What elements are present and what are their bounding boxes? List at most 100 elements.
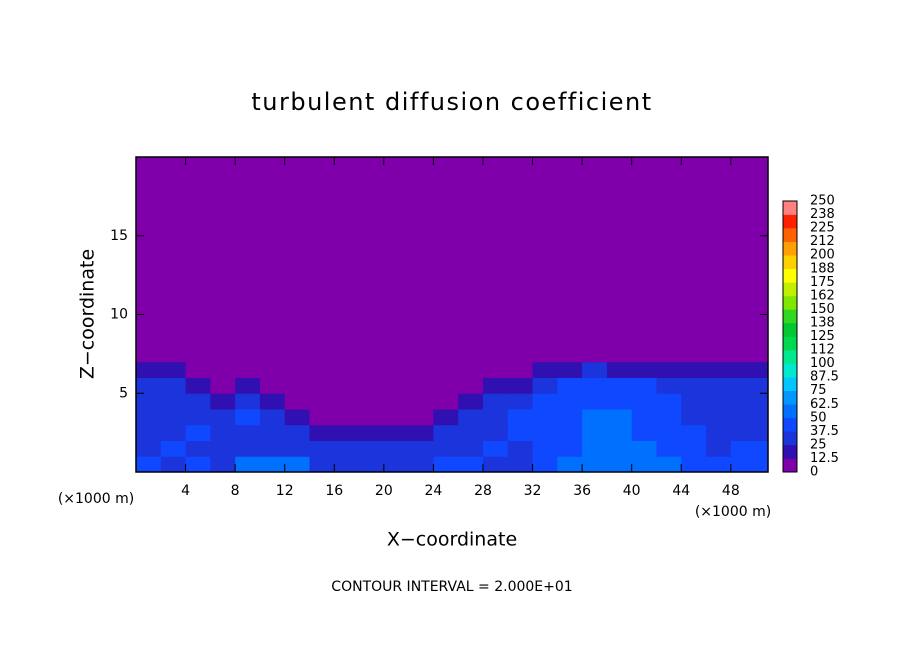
colorbar-band — [783, 350, 797, 364]
heat-cell — [681, 424, 707, 441]
x-tick-label: 32 — [524, 483, 542, 499]
heat-cell — [507, 157, 534, 347]
heat-cell — [185, 409, 211, 426]
heat-cell — [210, 440, 236, 457]
heat-cell — [136, 361, 162, 378]
heat-cell — [309, 424, 335, 441]
heat-cell — [359, 440, 385, 457]
colorbar-label: 125 — [810, 329, 835, 344]
heat-cell — [606, 409, 633, 426]
colorbar-label: 75 — [810, 383, 827, 398]
heat-cell — [160, 456, 187, 473]
heat-cell — [532, 456, 558, 473]
x-unit-label: (×1000 m) — [695, 504, 771, 520]
heat-cell — [656, 440, 682, 457]
y-axis-label: Z−coordinate — [77, 249, 99, 379]
heat-cell — [334, 440, 360, 457]
heat-cell — [259, 440, 286, 457]
heat-cell — [136, 377, 162, 394]
heat-cell — [185, 361, 211, 378]
heat-cell — [383, 361, 410, 378]
heat-cell — [631, 440, 657, 457]
heat-cell — [408, 361, 434, 378]
colorbar-label: 250 — [810, 194, 835, 209]
heat-cell — [730, 440, 769, 457]
heat-cell — [532, 424, 558, 441]
heat-cell — [235, 424, 261, 441]
heat-cell — [136, 346, 162, 363]
heat-cell — [210, 393, 236, 410]
heat-cell — [557, 456, 583, 473]
heat-cell — [730, 346, 769, 363]
heat-cell — [408, 393, 434, 410]
colorbar-band — [783, 336, 797, 351]
colorbar-label: 238 — [810, 207, 835, 222]
heat-cell — [730, 157, 769, 347]
x-tick-label: 48 — [722, 483, 740, 499]
heat-cell — [631, 377, 657, 394]
heat-cell — [309, 157, 335, 347]
x-axis-label: X−coordinate — [387, 529, 517, 551]
heat-cell — [458, 361, 484, 378]
heat-cell — [557, 409, 583, 426]
heat-cell — [309, 456, 335, 473]
heat-cell — [582, 456, 608, 473]
heat-cell — [532, 377, 558, 394]
heat-cell — [507, 440, 534, 457]
heat-cell — [359, 157, 385, 347]
heat-cell — [359, 393, 385, 410]
heat-cell — [433, 346, 459, 363]
heat-cell — [681, 346, 707, 363]
heat-cell — [235, 440, 261, 457]
heat-cell — [458, 440, 484, 457]
heat-cell — [730, 409, 769, 426]
heat-cell — [681, 361, 707, 378]
heat-cell — [507, 346, 534, 363]
heat-cell — [458, 377, 484, 394]
heat-cell — [532, 346, 558, 363]
heat-cell — [557, 361, 583, 378]
heat-cell — [359, 377, 385, 394]
heat-cell — [582, 377, 608, 394]
heat-cell — [334, 409, 360, 426]
heat-cell — [656, 424, 682, 441]
heat-cell — [507, 456, 534, 473]
heat-cell — [185, 456, 211, 473]
heat-cell — [359, 346, 385, 363]
heat-cell — [606, 157, 633, 347]
heat-cell — [334, 393, 360, 410]
colorbar-band — [783, 404, 797, 419]
heat-cell — [706, 456, 732, 473]
heat-cell — [730, 393, 769, 410]
heat-cell — [730, 377, 769, 394]
colorbar-band — [783, 377, 797, 391]
heat-cell — [160, 409, 187, 426]
heat-cell — [482, 456, 509, 473]
heat-cell — [681, 157, 707, 347]
heat-cell — [557, 377, 583, 394]
heat-cell — [383, 456, 410, 473]
heat-cell — [185, 393, 211, 410]
colorbar-label: 188 — [810, 261, 835, 276]
heat-cell — [631, 346, 657, 363]
heat-cell — [458, 393, 484, 410]
heat-cell — [730, 456, 769, 473]
heat-cell — [383, 424, 410, 441]
heat-cell — [383, 440, 410, 457]
colorbar-label: 25 — [810, 437, 827, 452]
heat-cell — [532, 440, 558, 457]
heat-cell — [433, 424, 459, 441]
heat-cell — [532, 361, 558, 378]
heat-cell — [557, 393, 583, 410]
heat-cell — [210, 424, 236, 441]
heat-cell — [284, 157, 310, 347]
heat-cell — [408, 157, 434, 347]
heat-cell — [408, 346, 434, 363]
heat-cell — [136, 409, 162, 426]
heat-cell — [160, 361, 187, 378]
heat-cell — [284, 393, 310, 410]
x-tick-label: 28 — [474, 483, 492, 499]
heat-cell — [706, 157, 732, 347]
heat-cell — [482, 393, 509, 410]
